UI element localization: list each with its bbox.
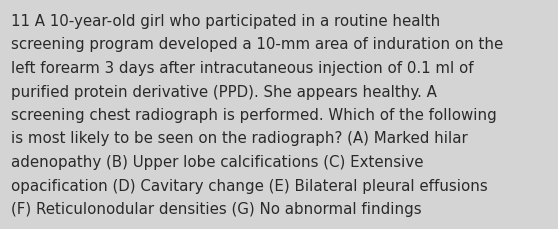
Text: is most likely to be seen on the radiograph? (A) Marked hilar: is most likely to be seen on the radiogr… (11, 131, 468, 146)
Text: adenopathy (B) Upper lobe calcifications (C) Extensive: adenopathy (B) Upper lobe calcifications… (11, 154, 424, 169)
Text: (F) Reticulonodular densities (G) No abnormal findings: (F) Reticulonodular densities (G) No abn… (11, 201, 422, 216)
Text: opacification (D) Cavitary change (E) Bilateral pleural effusions: opacification (D) Cavitary change (E) Bi… (11, 178, 488, 193)
Text: screening chest radiograph is performed. Which of the following: screening chest radiograph is performed.… (11, 108, 497, 123)
Text: 11 A 10-year-old girl who participated in a routine health: 11 A 10-year-old girl who participated i… (11, 14, 440, 29)
Text: screening program developed a 10-mm area of induration on the: screening program developed a 10-mm area… (11, 37, 503, 52)
Text: purified protein derivative (PPD). She appears healthy. A: purified protein derivative (PPD). She a… (11, 84, 437, 99)
Text: left forearm 3 days after intracutaneous injection of 0.1 ml of: left forearm 3 days after intracutaneous… (11, 61, 474, 76)
